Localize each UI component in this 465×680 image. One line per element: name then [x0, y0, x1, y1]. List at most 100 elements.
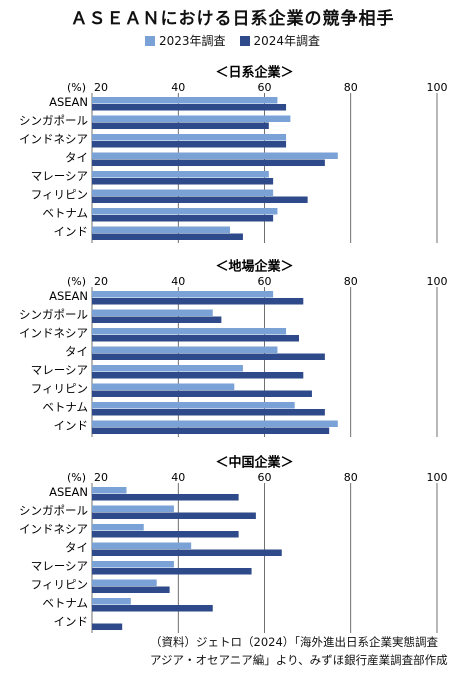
category-label: ベトナム [42, 596, 88, 610]
bar-2023 [92, 487, 127, 494]
bar-2024 [92, 196, 308, 203]
bar-2024 [92, 298, 304, 305]
bar-2024 [92, 605, 213, 612]
bar-2024 [92, 623, 123, 630]
bar-2023 [92, 208, 278, 215]
bar-2023 [92, 598, 131, 605]
tick-label: 20 [94, 471, 108, 484]
bar-2024 [92, 215, 274, 222]
bar-2023 [92, 402, 295, 409]
bar-2024 [92, 104, 287, 111]
source-line-2: アジア・オセアニア編」より、みずほ銀行産業調査部作成 [150, 653, 448, 667]
axis-unit: (%) [67, 81, 86, 94]
bar-2023 [92, 309, 213, 316]
category-label: ASEAN [49, 95, 88, 109]
bar-2023 [92, 383, 235, 390]
category-label: フィリピン [31, 381, 88, 395]
panel-title: ＜中国企業＞ [215, 455, 293, 471]
category-label: インド [54, 224, 89, 238]
bar-2024 [92, 141, 287, 148]
category-label: マレーシア [31, 169, 88, 183]
tick-label: 100 [427, 471, 448, 484]
bar-2023 [92, 152, 338, 159]
bar-2024 [92, 531, 239, 538]
legend-swatch-2024 [239, 35, 250, 46]
category-label: シンガポール [19, 503, 88, 517]
source-note: （資料）ジェトロ（2024）「海外進出日系企業実態調査 アジア・オセアニア編」よ… [150, 633, 448, 669]
category-label: マレーシア [31, 559, 88, 573]
bar-2024 [92, 549, 282, 556]
bar-2024 [92, 233, 243, 240]
page-title: ＡＳＥＡＮにおける日系企業の競争相手 [70, 9, 395, 29]
bar-2024 [92, 372, 304, 379]
legend-swatch-2023 [144, 35, 155, 46]
tick-label: 100 [427, 275, 448, 288]
bar-2023 [92, 189, 274, 196]
bar-2023 [92, 115, 291, 122]
legend-item-2023: 2023年調査 [144, 32, 226, 49]
bar-2023 [92, 542, 192, 549]
tick-label: 60 [258, 471, 272, 484]
category-label: ASEAN [49, 485, 88, 499]
tick-label: 80 [344, 81, 358, 94]
bar-2023 [92, 134, 287, 141]
bar-2023 [92, 291, 274, 298]
bar-2023 [92, 365, 243, 372]
category-label: タイ [65, 344, 88, 358]
bar-2024 [92, 494, 239, 501]
bar-2023 [92, 579, 157, 586]
tick-label: 80 [344, 275, 358, 288]
category-label: タイ [65, 150, 88, 164]
tick-label: 60 [258, 275, 272, 288]
tick-label: 20 [94, 275, 108, 288]
category-label: インドネシア [19, 522, 88, 536]
bar-2024 [92, 316, 222, 323]
tick-label: 40 [171, 81, 185, 94]
axis-unit: (%) [67, 471, 86, 484]
panel-title: ＜地場企業＞ [215, 259, 293, 275]
tick-label: 100 [427, 81, 448, 94]
bar-2024 [92, 586, 170, 593]
bar-2023 [92, 524, 144, 531]
tick-label: 20 [94, 81, 108, 94]
category-label: ベトナム [42, 206, 88, 220]
category-label: フィリピン [31, 187, 88, 201]
category-label: シンガポール [19, 113, 88, 127]
category-label: タイ [65, 540, 88, 554]
bar-2024 [92, 178, 274, 185]
bar-2023 [92, 420, 338, 427]
legend-item-2024: 2024年調査 [239, 32, 320, 49]
bar-2024 [92, 512, 256, 519]
bar-2023 [92, 97, 278, 104]
bar-2024 [92, 159, 325, 166]
bar-2024 [92, 390, 312, 397]
bar-2023 [92, 328, 287, 335]
category-label: インド [54, 418, 89, 432]
category-label: インドネシア [19, 132, 88, 146]
bar-2023 [92, 226, 230, 233]
bar-2023 [92, 171, 269, 178]
bar-2023 [92, 561, 174, 568]
category-label: マレーシア [31, 363, 88, 377]
legend-label-2023: 2023年調査 [158, 34, 226, 48]
bar-2024 [92, 353, 325, 360]
tick-label: 80 [344, 471, 358, 484]
bar-2023 [92, 505, 174, 512]
category-label: ASEAN [49, 289, 88, 303]
tick-label: 40 [171, 275, 185, 288]
category-label: インドネシア [19, 326, 88, 340]
legend: 2023年調査 2024年調査 [0, 32, 465, 49]
category-label: フィリピン [31, 577, 88, 591]
tick-label: 60 [258, 81, 272, 94]
category-label: シンガポール [19, 307, 88, 321]
category-label: ベトナム [42, 400, 88, 414]
tick-label: 40 [171, 471, 185, 484]
bar-2024 [92, 122, 269, 129]
axis-unit: (%) [67, 275, 86, 288]
panel-title: ＜日系企業＞ [215, 65, 293, 81]
bar-2024 [92, 409, 325, 416]
bar-2024 [92, 568, 252, 575]
source-line-1: （資料）ジェトロ（2024）「海外進出日系企業実態調査 [150, 635, 439, 649]
bar-2023 [92, 346, 278, 353]
